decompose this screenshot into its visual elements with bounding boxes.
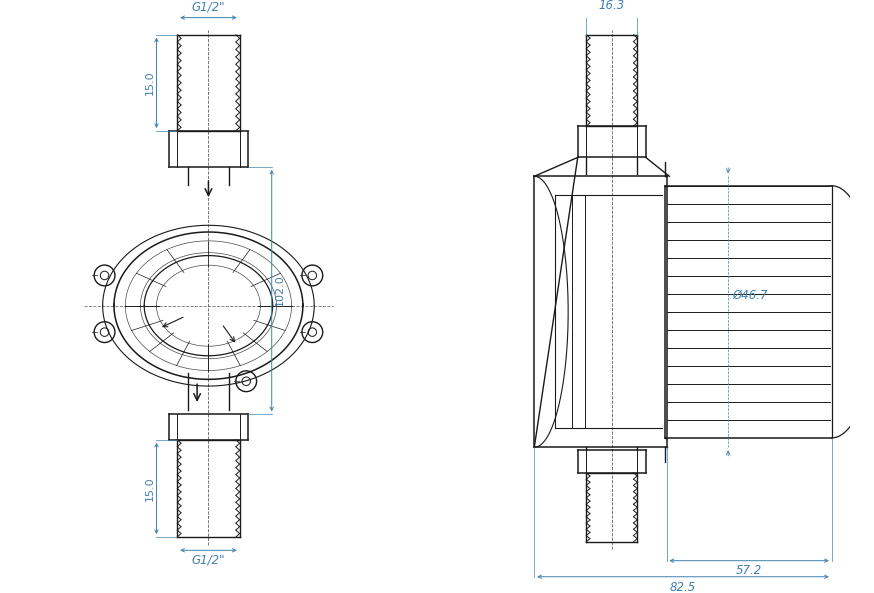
Text: G1/2": G1/2" — [191, 1, 225, 14]
Text: 82.5: 82.5 — [669, 581, 697, 593]
Text: Ø46.7: Ø46.7 — [732, 288, 767, 301]
Text: 57.2: 57.2 — [736, 565, 762, 578]
Text: 15.0: 15.0 — [144, 71, 155, 95]
Text: 102.0: 102.0 — [274, 275, 285, 307]
Text: 16.3: 16.3 — [599, 0, 625, 12]
Text: 15.0: 15.0 — [144, 476, 155, 500]
Text: G1/2": G1/2" — [191, 553, 225, 566]
